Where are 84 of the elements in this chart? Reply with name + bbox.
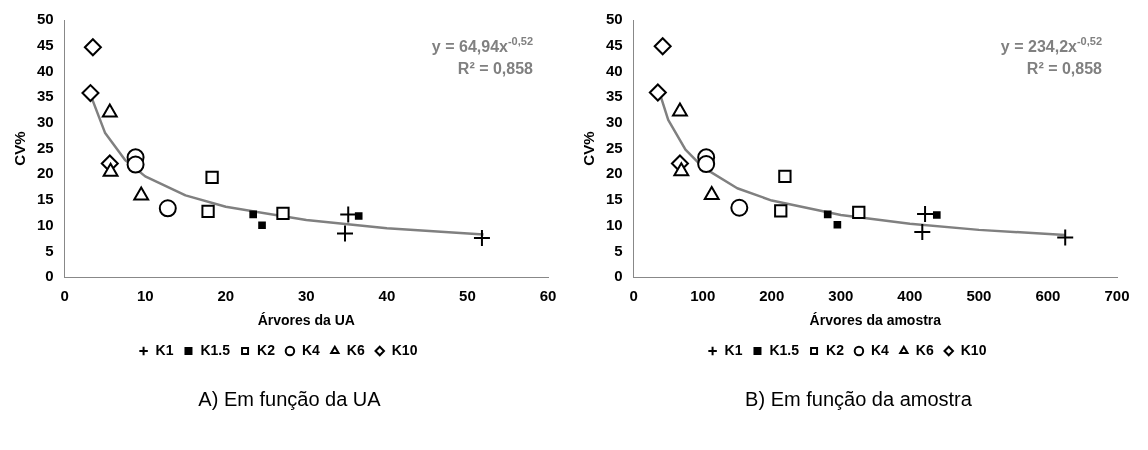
y-tick-label: 15	[37, 190, 54, 208]
annotation: R² = 0,858	[457, 60, 534, 77]
point	[823, 210, 832, 219]
y-tick-label: 30	[606, 113, 623, 131]
y-tick-label: 5	[614, 241, 623, 259]
point	[201, 204, 215, 219]
point	[126, 155, 145, 174]
x-tick-label: 20	[217, 287, 235, 305]
legend-label: K4	[870, 341, 890, 358]
legend-label: K2	[257, 341, 276, 358]
text: B) Em função da amostra	[744, 388, 973, 411]
x-tick-label: 600	[1035, 287, 1061, 305]
x-tick-label: 40	[378, 287, 396, 305]
point	[697, 155, 716, 174]
x-tick-label: 50	[459, 287, 476, 305]
point	[916, 204, 935, 223]
point	[133, 186, 150, 201]
y-tick-label: 25	[37, 138, 54, 156]
x-tick-label: 400	[897, 287, 923, 305]
point	[258, 221, 266, 230]
point	[730, 198, 749, 217]
x-tick-label: 700	[1104, 287, 1130, 305]
point	[653, 37, 672, 56]
point	[932, 211, 941, 219]
x-tick-label: 500	[966, 287, 992, 305]
x-axis-title: Árvores da amostra	[809, 312, 942, 329]
legend-label: K1	[724, 341, 743, 358]
point	[205, 170, 219, 185]
legend-label: K1.5	[200, 341, 231, 358]
point	[354, 212, 363, 220]
legend-label: K1	[155, 341, 174, 358]
legend-label: K10	[391, 341, 418, 358]
point	[336, 224, 355, 243]
y-tick-label: 5	[45, 241, 54, 259]
x-tick-label: 10	[136, 287, 154, 305]
x-axis-title: Árvores da UA	[257, 312, 355, 329]
y-tick-label: 40	[606, 61, 623, 79]
legend-label: K4	[301, 341, 321, 358]
x-tick-label: 0	[60, 287, 69, 305]
x-tick-label: 60	[539, 287, 557, 305]
y-tick-label: 0	[614, 267, 623, 285]
point	[158, 199, 177, 218]
point	[83, 38, 102, 57]
y-tick-label: 15	[606, 190, 623, 208]
point	[249, 210, 258, 219]
point	[673, 162, 690, 177]
y-tick-label: 10	[606, 215, 623, 233]
y-tick-label: 35	[606, 87, 623, 105]
point	[1056, 228, 1075, 247]
y-tick-label: 20	[606, 164, 623, 182]
legend-label: K10	[960, 341, 987, 358]
legend-label: K1.5	[769, 341, 800, 358]
y-tick-label: 0	[45, 267, 54, 285]
point	[774, 204, 788, 218]
x-tick-label: 0	[629, 287, 638, 305]
y-tick-label: 50	[606, 10, 623, 28]
annotation: R² = 0,858	[1026, 60, 1103, 77]
y-tick-label: 45	[606, 35, 623, 53]
y-tick-label: 50	[37, 10, 54, 28]
point	[852, 205, 866, 220]
y-axis-title: CV%	[580, 131, 598, 166]
text: A) Em função da UA	[197, 388, 382, 411]
legend-label: K2	[826, 341, 845, 358]
x-tick-label: 300	[828, 287, 854, 305]
y-tick-label: 20	[37, 164, 54, 182]
point	[276, 206, 290, 221]
x-tick-label: 100	[690, 287, 716, 305]
y-tick-label: 10	[37, 215, 54, 233]
y-tick-label: 40	[37, 61, 54, 79]
point	[833, 220, 842, 229]
point	[913, 222, 932, 241]
legend-label: K6	[346, 341, 365, 358]
point	[648, 83, 667, 102]
x-tick-label: 30	[298, 287, 315, 305]
legend-label: K6	[915, 341, 934, 358]
y-tick-label: 30	[37, 113, 54, 131]
y-tick-label: 25	[606, 138, 623, 156]
y-tick-label: 35	[37, 87, 54, 105]
point	[778, 169, 792, 184]
point	[81, 84, 100, 103]
point	[472, 229, 491, 248]
y-axis-title: CV%	[11, 131, 29, 166]
y-tick-label: 45	[37, 35, 54, 53]
x-tick-label: 200	[759, 287, 785, 305]
